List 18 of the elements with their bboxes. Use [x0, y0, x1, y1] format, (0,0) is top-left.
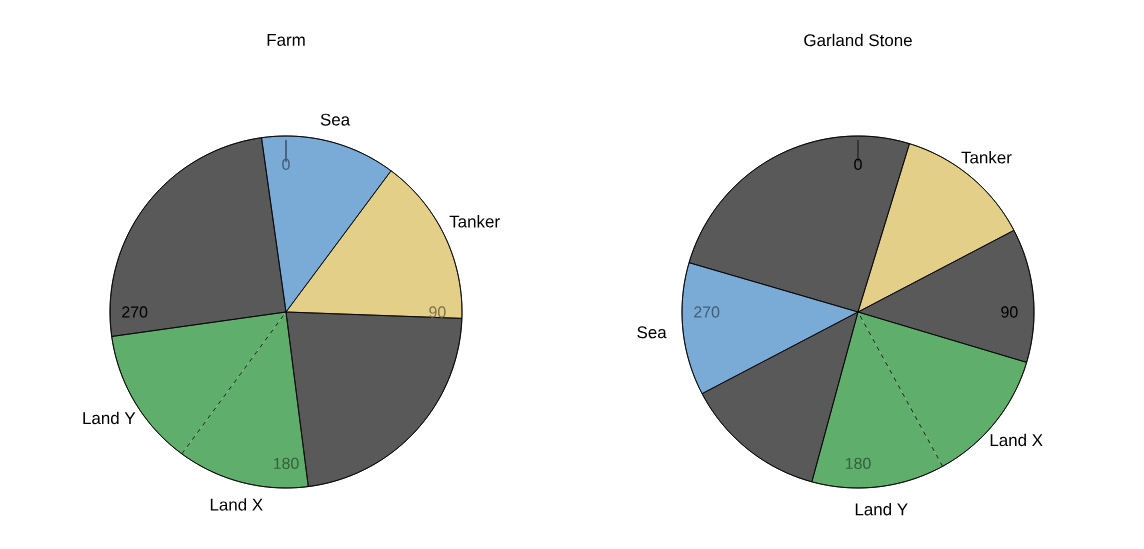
text: 90: [1001, 306, 1018, 318]
slice-label: Land Y: [83, 411, 136, 425]
text: 180: [273, 457, 299, 469]
text: 90: [429, 306, 446, 318]
text: 180: [845, 457, 871, 469]
text: 270: [122, 306, 148, 318]
slice-label: Land Y: [855, 502, 908, 516]
chart-title: Farm: [267, 34, 305, 46]
text: 0: [282, 158, 290, 170]
chart-title: Garland Stone: [804, 33, 912, 47]
slice-label: Sea: [320, 113, 351, 126]
slice-label: Sea: [637, 326, 667, 339]
text: 0: [854, 158, 862, 170]
text: 270: [694, 306, 720, 318]
slice-label: Land X: [990, 433, 1043, 447]
slice-label: Tanker: [449, 215, 500, 228]
slice-label: Land X: [210, 498, 263, 511]
slice-label: Tanker: [961, 151, 1012, 164]
